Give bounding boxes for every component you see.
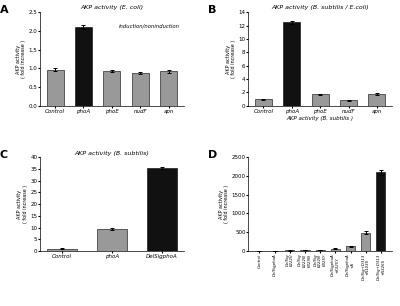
- Bar: [361, 233, 370, 251]
- Bar: [103, 71, 120, 106]
- Bar: [331, 249, 340, 251]
- Text: B: B: [208, 5, 216, 15]
- Bar: [283, 22, 300, 106]
- Title: AKP activity (B. subtilis / E.coli): AKP activity (B. subtilis / E.coli): [271, 6, 369, 10]
- Bar: [368, 94, 386, 106]
- Bar: [255, 99, 272, 106]
- Text: A: A: [0, 5, 8, 15]
- Bar: [346, 246, 355, 251]
- Y-axis label: AKP activity
( fold increase ): AKP activity ( fold increase ): [17, 185, 28, 223]
- Bar: [312, 95, 329, 106]
- Bar: [75, 27, 92, 106]
- Text: C: C: [0, 150, 8, 160]
- Title: AKP activity (B. subtilis): AKP activity (B. subtilis): [74, 151, 149, 155]
- Y-axis label: AKP activity
( fold increase ): AKP activity ( fold increase ): [219, 185, 230, 223]
- Bar: [376, 172, 386, 251]
- Y-axis label: AKP activity
( fold increase ): AKP activity ( fold increase ): [226, 40, 236, 78]
- Title: AKP activity (E. coli): AKP activity (E. coli): [80, 6, 143, 10]
- Text: induction/noninduction: induction/noninduction: [118, 24, 179, 28]
- X-axis label: AKP activity (B. subtilis ): AKP activity (B. subtilis ): [287, 116, 354, 121]
- Y-axis label: AKP activity
( fold increase ): AKP activity ( fold increase ): [16, 40, 26, 78]
- Bar: [316, 250, 325, 251]
- Bar: [147, 168, 177, 251]
- Bar: [132, 73, 149, 106]
- Bar: [46, 70, 64, 106]
- Bar: [97, 229, 127, 251]
- Bar: [340, 100, 357, 106]
- Bar: [300, 250, 310, 251]
- Bar: [46, 248, 77, 251]
- Bar: [160, 71, 177, 106]
- Text: D: D: [208, 150, 217, 160]
